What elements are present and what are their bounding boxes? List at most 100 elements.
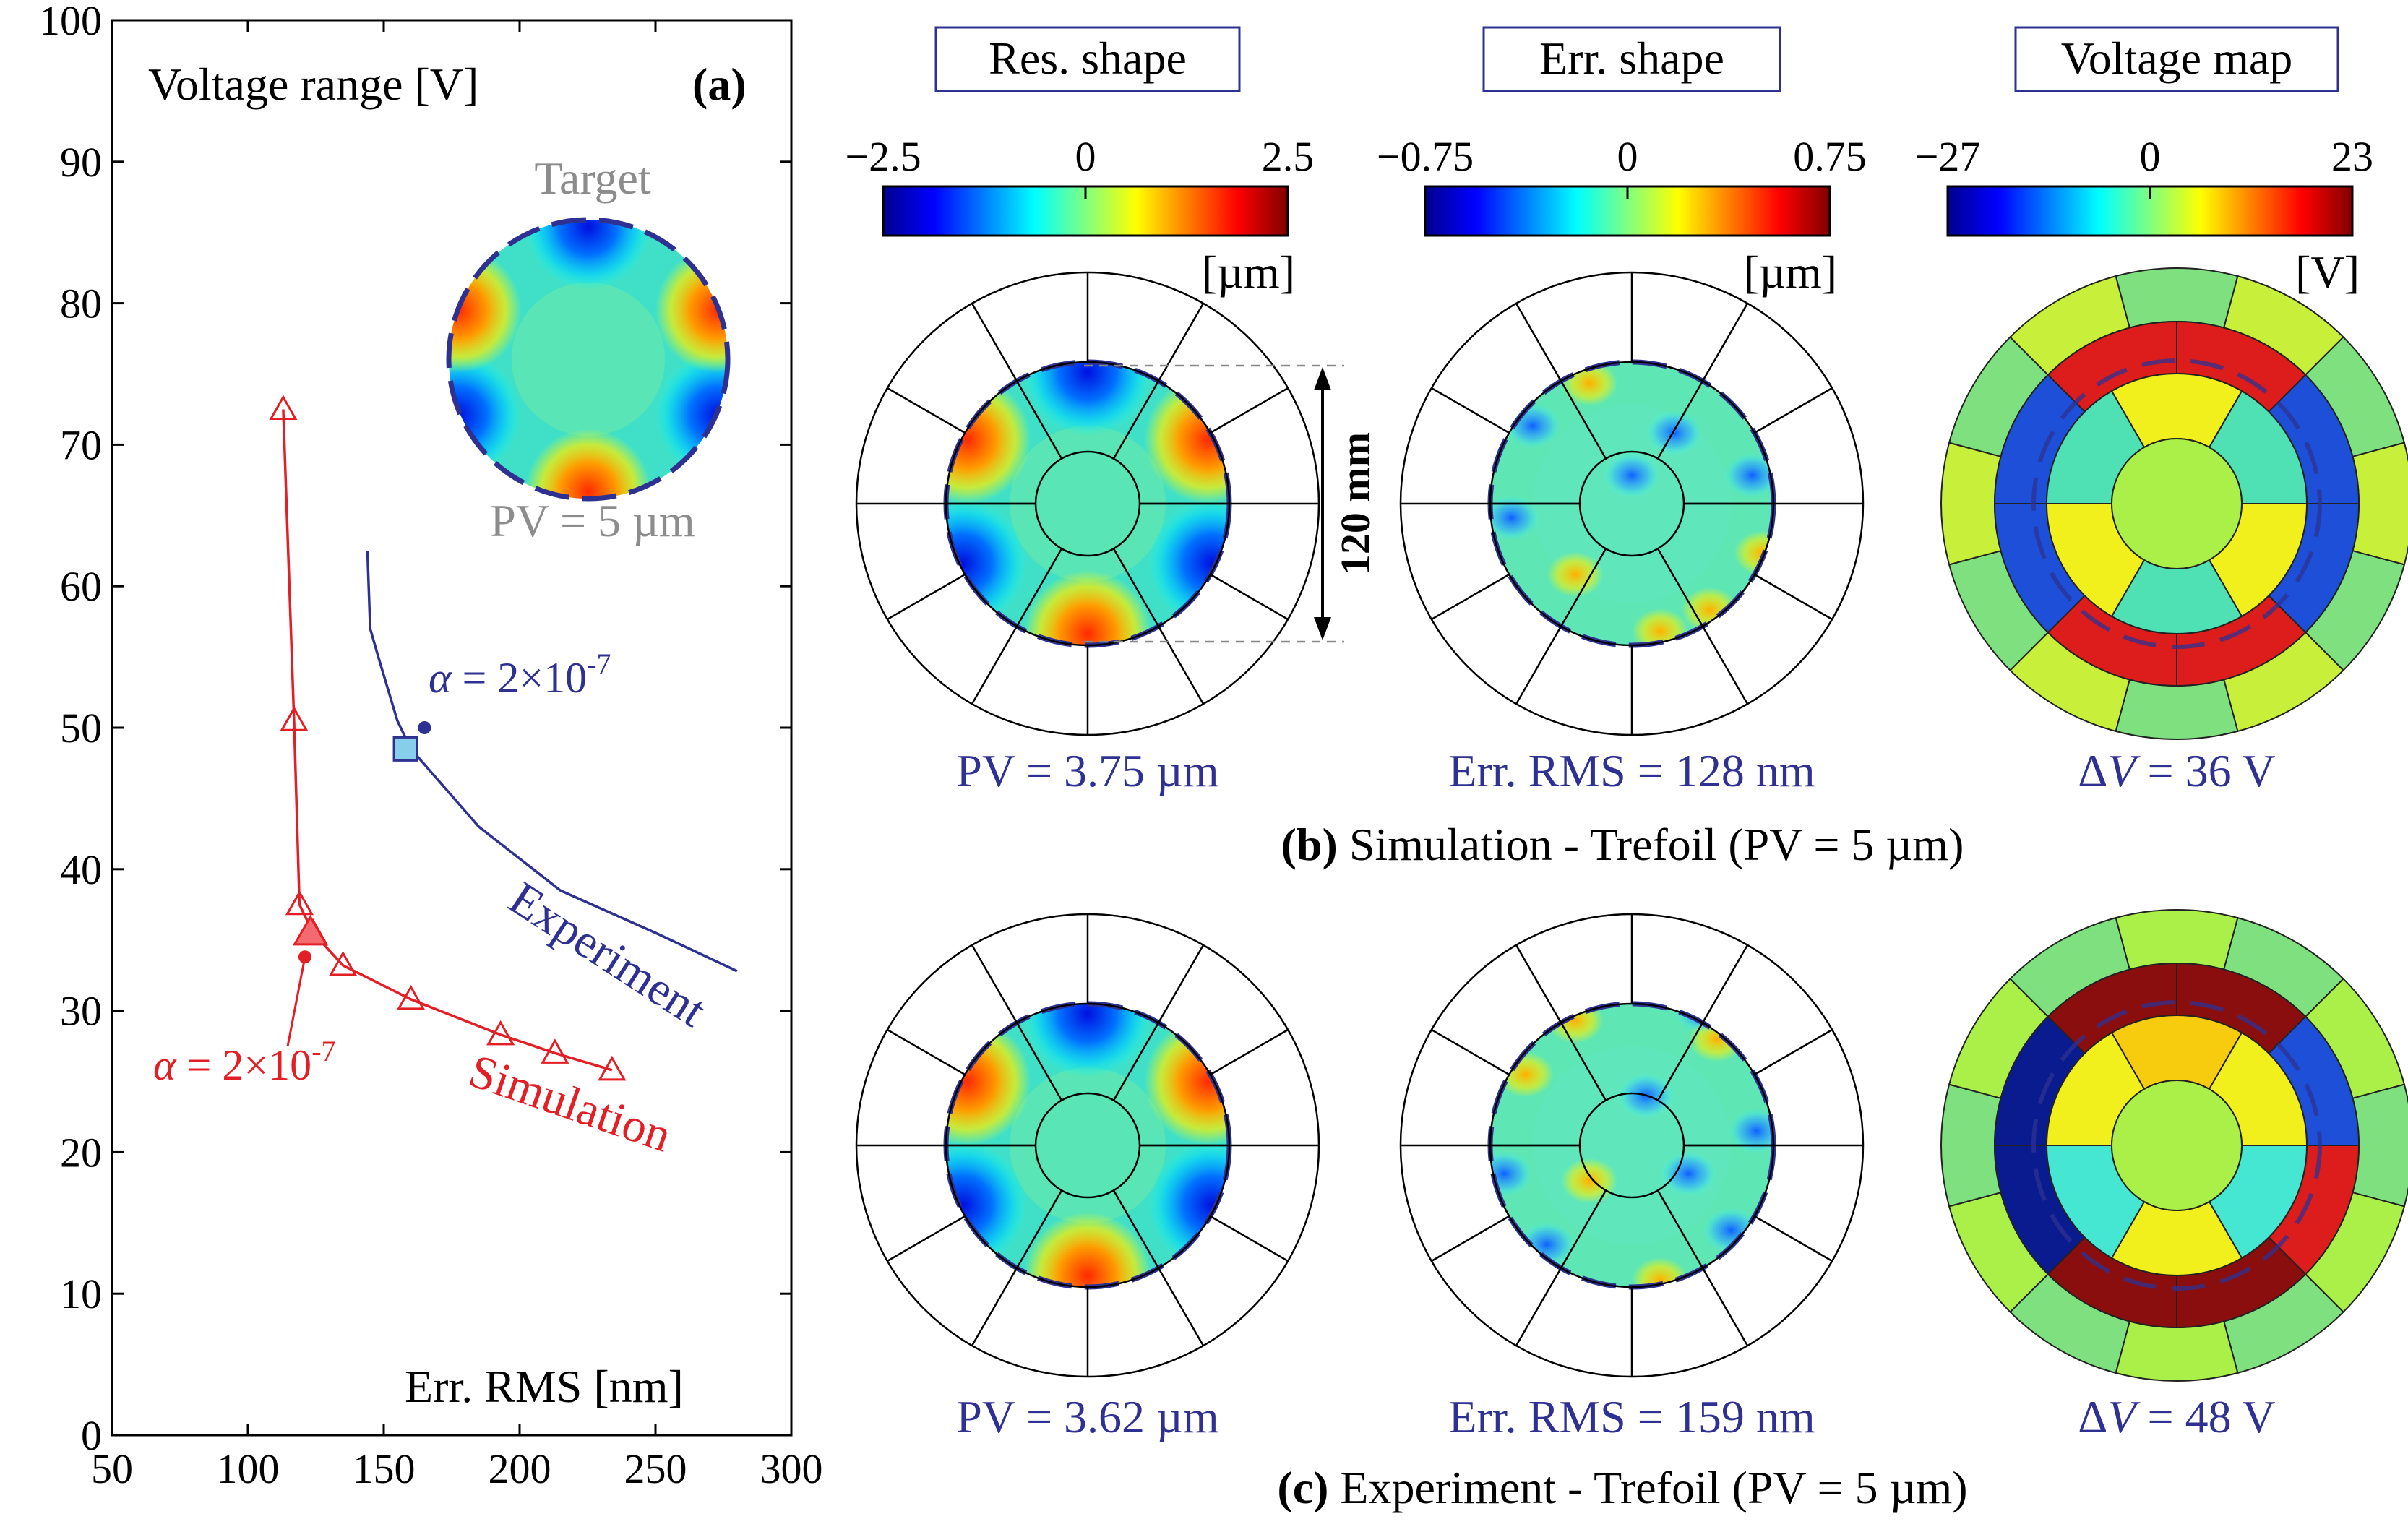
colorbar-tick-label: 23 [2331,133,2373,180]
cold-lobe [946,1141,1027,1269]
map-core [511,282,666,436]
map-caption: Err. RMS = 128 nm [1448,745,1815,796]
colorbar-tick-label: −27 [1915,133,1981,180]
inner-spoke [1656,380,1704,460]
outer-spoke [887,1028,966,1076]
colorbar-unit: [µm] [1202,246,1295,298]
cold-spot [1646,410,1703,456]
outer-spoke [1701,1268,1749,1346]
colorbar-tick-label: −2.5 [845,133,921,180]
hot-spot [1561,1158,1618,1204]
hot-lobe [1023,1212,1152,1287]
cold-spot [1490,495,1540,541]
x-axis-label: Err. RMS [nm] [405,1361,684,1412]
outer-spoke [1701,303,1749,382]
outer-spoke [1157,626,1205,705]
y-tick-label: 100 [39,0,102,44]
inner-spoke [1656,1189,1704,1269]
surface-map [946,362,1229,645]
outer-spoke [1515,1268,1562,1346]
hot-lobe [946,1017,1031,1146]
hot-lobe [1144,376,1229,504]
cold-lobe [1148,499,1229,627]
hot-spot [1632,1257,1689,1287]
cold-lobe [946,499,1027,627]
map-caption: PV = 3.62 µm [956,1391,1218,1442]
inset-title: Target [534,152,651,204]
hot-lobe [1144,1017,1229,1146]
colorbar-tick-label: −0.75 [1377,133,1474,180]
electrode-outer [2115,679,2239,740]
colorbar-unit: [V] [2295,246,2360,298]
caption-rest: = 48 V [2136,1391,2276,1442]
x-tick-label: 250 [624,1445,687,1492]
x-axis: 50 100 150 200 250 300 [91,20,823,1492]
exp-alpha-dot [418,721,431,734]
colorbar-unit: [µm] [1744,246,1837,298]
y-tick-label: 50 [60,705,102,752]
surface-map [946,1004,1229,1287]
cold-spot [1728,1109,1773,1154]
sim-alpha-exp: -7 [311,1035,335,1067]
outer-spoke [1754,387,1833,434]
sim-alpha-symbol: α [153,1041,177,1089]
electrode-outer [2352,442,2408,566]
row-b-label-bold: (b) [1281,819,1338,870]
sim-alpha-leader [286,956,306,1047]
row-b-label-text: Simulation - Trefoil (PV = 5 µm) [1338,819,1964,870]
x-tick-label: 100 [217,1445,280,1492]
hot-lobe [1023,570,1152,645]
electrode-outer [1940,1083,2002,1208]
outer-spoke [1754,1215,1833,1262]
outer-spoke [1210,387,1289,434]
outer-spoke [1431,1028,1510,1076]
electrode-grid [855,913,1320,1378]
hot-spot [1681,587,1738,633]
cold-lobe [1148,1141,1229,1269]
sim-alpha-marker [292,914,329,946]
exp-alpha-label: α = 2×10-7 [429,647,611,702]
exp-alpha-eq: = 2×10 [452,654,588,702]
map-caption: PV = 3.75 µm [956,745,1218,796]
column-headers: Res. shape Err. shape Voltage map −2.5 0 2.5 [… [845,26,2373,298]
inset-trefoil-map [446,217,731,502]
aperture-dashed-circle [2031,1000,2322,1291]
series-point-simulation [329,950,358,976]
dimension-arrowhead-bottom [1314,617,1331,640]
dimension-annotation: 120 mm [1084,364,1379,643]
electrode-outer [2115,909,2239,971]
x-tick-label: 150 [353,1445,416,1492]
colorbar-tick-label: 0 [1075,133,1096,180]
series-label-simulation: Simulation [463,1044,678,1162]
inset-target-map: Target PV = 5 µm [446,152,731,546]
colorbar-tick-label: 0 [1617,133,1638,180]
y-tick-label: 0 [81,1412,102,1459]
exp-alpha-annotation: α = 2×10-7 [392,647,611,762]
y-axis: 0 10 20 30 40 50 60 70 80 90 100 [39,0,791,1459]
hot-spot [1497,1051,1555,1098]
series-point-simulation [285,890,314,916]
aperture-dashed-circle [2031,358,2322,649]
outer-spoke [1515,626,1562,705]
map-caption: ΔV = 36 V [2078,745,2275,796]
outer-spoke [1701,626,1749,705]
column-title-box [2014,26,2339,92]
hot-spot [1547,1004,1604,1043]
column-title: Voltage map [2061,33,2293,84]
y-tick-label: 40 [60,846,102,893]
outer-spoke [887,1215,966,1262]
exp-alpha-exp: -7 [587,647,611,680]
inner-spoke [1656,548,1704,627]
caption-v: V [2107,1391,2141,1442]
outer-spoke [1431,387,1510,434]
electrode-outer [2352,1083,2408,1208]
series-line-simulation [282,409,613,1072]
cold-spot [1603,452,1661,499]
outer-spoke [1754,573,1833,621]
y-tick-label: 70 [60,421,102,468]
inner-spoke [1015,548,1063,627]
outer-spoke [887,573,966,621]
electrode-grid [855,271,1320,736]
map-core [1010,426,1166,582]
